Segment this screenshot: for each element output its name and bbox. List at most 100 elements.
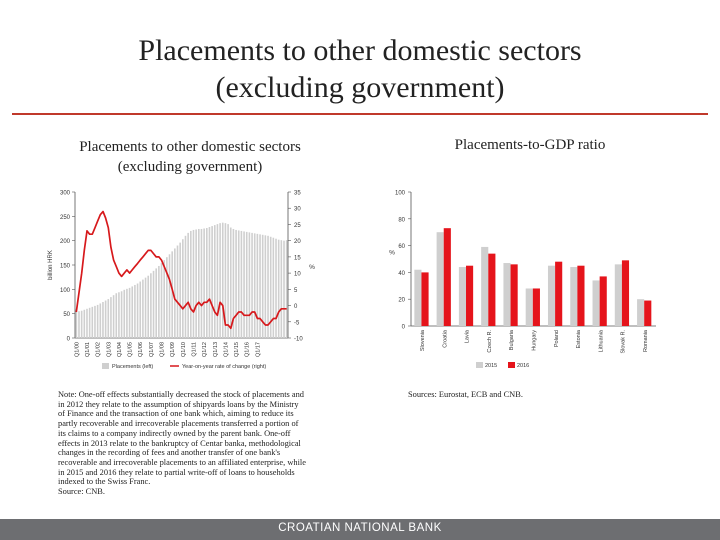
y-tick-label: 20 xyxy=(398,298,405,304)
x-tick-label: Q1/06 xyxy=(138,342,144,357)
right-y-tick-label: 5 xyxy=(294,288,298,294)
footer-bar: CROATIAN NATIONAL BANK xyxy=(0,519,720,540)
left-y-tick-label: 200 xyxy=(60,239,71,245)
placements-bar xyxy=(227,224,229,338)
placements-bar xyxy=(99,303,102,338)
placements-bar xyxy=(160,263,163,338)
right-y-tick-label: -10 xyxy=(294,337,303,343)
note-line: Note: One-off effects substantially decr… xyxy=(58,390,304,399)
placements-bar xyxy=(112,295,115,338)
placements-bar xyxy=(240,230,243,338)
x-tick-label: Q1/11 xyxy=(191,342,197,357)
placements-bar xyxy=(211,226,213,338)
left-y-tick-label: 150 xyxy=(60,264,71,270)
note-line: partly recoverable and irrecoverable pla… xyxy=(58,419,299,429)
placements-bar xyxy=(150,273,152,338)
note-source: Source: CNB. xyxy=(58,487,105,497)
placements-bar xyxy=(123,289,126,338)
x-tick-label: Q1/10 xyxy=(181,342,187,357)
placements-bar xyxy=(235,229,237,338)
placements-bar xyxy=(158,265,160,338)
placements-bar xyxy=(272,237,275,338)
y-tick-label: 0 xyxy=(402,325,406,331)
gdp-ratio-bar xyxy=(547,265,556,326)
placements-bar xyxy=(248,232,251,338)
left-y-tick-label: 300 xyxy=(60,191,71,197)
category-label: Czech R. xyxy=(487,330,493,353)
placements-bar xyxy=(91,306,94,338)
placements-bar xyxy=(275,238,277,338)
category-label: Hungary xyxy=(532,330,538,351)
placements-bar xyxy=(136,283,139,338)
placements-bar xyxy=(205,228,208,338)
placements-bar xyxy=(198,228,200,338)
placements-bar xyxy=(147,275,150,338)
legend-label-placements: Placements (left) xyxy=(112,364,153,370)
right-y-tick-label: 0 xyxy=(294,304,298,310)
gdp-ratio-bar xyxy=(599,276,607,326)
placements-bar xyxy=(94,305,96,338)
placements-bar xyxy=(280,240,283,338)
placements-bar xyxy=(171,251,173,338)
legend-label-2016: 2016 xyxy=(517,363,529,369)
x-tick-label: Q1/14 xyxy=(223,342,229,357)
placements-bar xyxy=(213,225,216,338)
placements-bar xyxy=(96,304,99,338)
slide-title: Placements to other domestic sectors (ex… xyxy=(0,32,720,106)
placements-bar xyxy=(243,231,245,338)
note-line: of Finance and the transaction of one ba… xyxy=(58,409,294,419)
slide-title-line-1: Placements to other domestic sectors xyxy=(138,34,582,67)
placements-bar xyxy=(256,233,259,338)
title-divider xyxy=(12,113,708,115)
placements-bar xyxy=(179,242,181,338)
placements-bar xyxy=(104,300,107,338)
placements-bar xyxy=(78,311,80,338)
placements-bar xyxy=(245,231,248,338)
placements-bar xyxy=(216,224,219,338)
right-y-tick-label: -5 xyxy=(294,320,300,326)
left-chart-heading-line-1: Placements to other domestic sectors xyxy=(79,139,301,155)
placements-bar xyxy=(232,228,235,338)
placements-bar xyxy=(80,310,83,338)
gdp-ratio-bar xyxy=(414,269,422,326)
gdp-ratio-bar xyxy=(592,280,600,326)
placements-bar xyxy=(128,287,131,338)
gdp-ratio-bar xyxy=(532,288,540,326)
placements-bar xyxy=(102,301,104,338)
x-tick-label: Q1/12 xyxy=(202,342,208,357)
placements-bar xyxy=(155,268,158,338)
x-tick-label: Q1/15 xyxy=(234,342,240,357)
note-line: in 2012 they relate to the assumption of… xyxy=(58,399,299,409)
note-line: in 2015 and 2016 they relate to partial … xyxy=(58,467,295,477)
note-line: effects in 2013 relate to the bankruptcy… xyxy=(58,438,301,448)
gdp-ratio-bar xyxy=(421,272,429,326)
gdp-ratio-bar xyxy=(577,265,585,326)
x-tick-label: Q1/02 xyxy=(96,342,102,357)
placements-bar xyxy=(261,234,264,338)
left-chart-heading-line-2: (excluding government) xyxy=(117,159,263,175)
y-axis-title: % xyxy=(389,249,395,256)
x-tick-label: Q1/17 xyxy=(255,342,261,357)
right-y-tick-label: 10 xyxy=(294,272,301,278)
gdp-ratio-bar xyxy=(466,265,474,326)
right-y-tick-label: 35 xyxy=(294,191,301,197)
placements-bar xyxy=(219,223,221,338)
placements-bar xyxy=(277,239,280,338)
gdp-ratio-bar xyxy=(481,246,489,326)
slide-title-line-2: (excluding government) xyxy=(215,71,505,104)
placements-bar xyxy=(131,286,134,338)
legend-label-2015: 2015 xyxy=(485,363,497,369)
left-y-tick-label: 100 xyxy=(60,288,71,294)
placements-bar xyxy=(75,311,78,338)
right-y-tick-label: 15 xyxy=(294,255,301,261)
placements-bar xyxy=(139,281,142,338)
x-tick-label: Q1/04 xyxy=(117,342,123,357)
left-y-tick-label: 50 xyxy=(63,312,70,318)
placements-bar xyxy=(83,309,86,338)
placements-bar xyxy=(203,228,205,338)
x-tick-label: Q1/09 xyxy=(170,342,176,357)
gdp-ratio-bar xyxy=(458,267,467,326)
placements-bar xyxy=(224,223,227,338)
y-tick-label: 60 xyxy=(398,244,405,250)
placements-bar xyxy=(88,307,91,338)
